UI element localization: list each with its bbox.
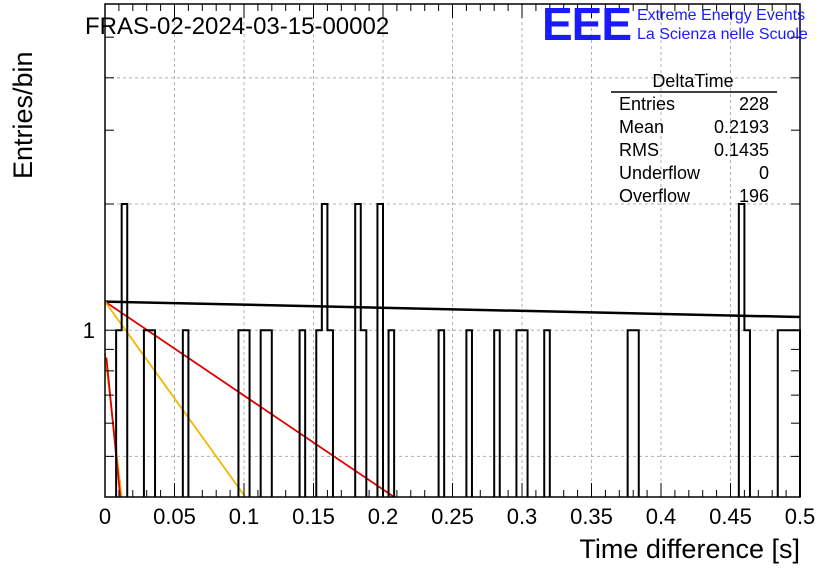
stats-value-overflow: 196 xyxy=(739,186,769,206)
histogram-outline xyxy=(115,203,801,497)
y-tick-label: 1 xyxy=(83,318,95,343)
x-axis-label: Time difference [s] xyxy=(579,534,800,564)
stats-value-rms: 0.1435 xyxy=(714,140,769,160)
x-tick-label: 0.45 xyxy=(709,504,752,529)
x-tick-label: 0.35 xyxy=(570,504,613,529)
x-tick-label: 0.4 xyxy=(646,504,677,529)
fit-curve xyxy=(104,301,247,498)
stats-label-mean: Mean xyxy=(619,117,664,137)
stats-label-entries: Entries xyxy=(619,94,675,114)
y-axis-label: Entries/bin xyxy=(8,51,38,179)
axis-ticks xyxy=(104,4,801,497)
histogram-bin xyxy=(783,330,789,497)
x-tick-label: 0.1 xyxy=(229,504,260,529)
x-tick-label: 0 xyxy=(99,504,111,529)
stats-box: DeltaTime Entries 228 Mean 0.2193 RMS 0.… xyxy=(611,71,777,206)
fit-curve xyxy=(104,300,801,319)
stats-label-rms: RMS xyxy=(619,140,659,160)
stats-value-mean: 0.2193 xyxy=(714,117,769,137)
stats-value-entries: 228 xyxy=(739,94,769,114)
fit-curve xyxy=(105,357,122,498)
histogram-series xyxy=(115,203,801,497)
x-tick-label: 0.5 xyxy=(785,504,816,529)
x-tick-label: 0.15 xyxy=(292,504,335,529)
eee-logo-mark: EEE xyxy=(542,0,631,50)
axis-tick-labels: 0 0.05 0.1 0.15 0.2 0.25 0.3 0.35 0.4 0.45 0.5 1 xyxy=(83,318,816,529)
stats-value-underflow: 0 xyxy=(759,163,769,183)
stats-label-underflow: Underflow xyxy=(619,163,701,183)
x-tick-label: 0.25 xyxy=(431,504,474,529)
x-tick-label: 0.05 xyxy=(153,504,196,529)
chart-title: FRAS-02-2024-03-15-00002 xyxy=(85,13,389,40)
eee-logo-line2: La Scienza nelle Scuole xyxy=(637,26,808,43)
stats-label-overflow: Overflow xyxy=(619,186,691,206)
histogram-bin xyxy=(789,330,795,497)
x-tick-label: 0.2 xyxy=(368,504,399,529)
eee-logo: EEE Extreme Energy Events La Scienza nel… xyxy=(542,0,808,50)
stats-title: DeltaTime xyxy=(652,71,733,91)
eee-logo-line1: Extreme Energy Events xyxy=(637,7,805,24)
x-tick-label: 0.3 xyxy=(507,504,538,529)
